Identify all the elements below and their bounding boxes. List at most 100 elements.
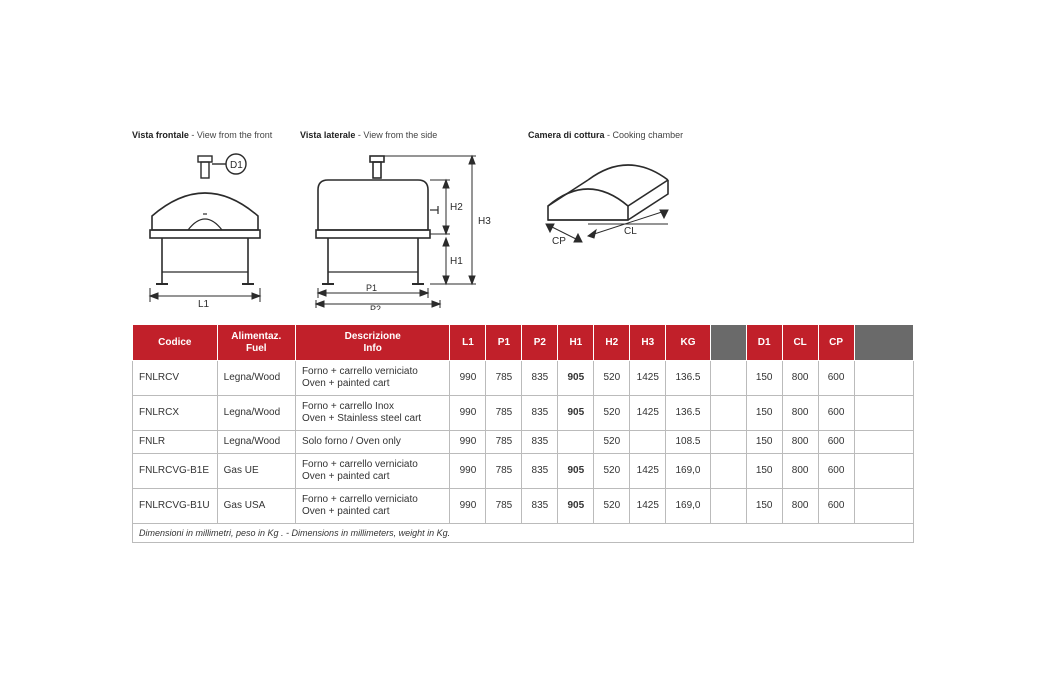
cell-p2: 835 (522, 431, 558, 454)
cell-p1: 785 (486, 396, 522, 431)
table-body: FNLRCVLegna/WoodForno + carrello vernici… (133, 361, 914, 524)
dim-d1: D1 (230, 160, 243, 171)
cell-h1: 905 (558, 361, 594, 396)
cell-d1: 150 (746, 489, 782, 524)
cell-blank2 (854, 454, 913, 489)
cell-p1: 785 (486, 431, 522, 454)
head-h2: H2 (594, 325, 630, 361)
cell-h2: 520 (594, 489, 630, 524)
cell-cp: 600 (818, 489, 854, 524)
cell-p2: 835 (522, 396, 558, 431)
cell-desc: Forno + carrello InoxOven + Stainless st… (295, 396, 450, 431)
head-fuel: Alimentaz.Fuel (217, 325, 295, 361)
cell-l1: 990 (450, 489, 486, 524)
cell-cp: 600 (818, 361, 854, 396)
cell-h1: 905 (558, 489, 594, 524)
cell-blank1 (710, 454, 746, 489)
dim-p1: P1 (366, 283, 377, 293)
cell-d1: 150 (746, 454, 782, 489)
cell-h1: 905 (558, 396, 594, 431)
diagram-side-label: Vista laterale - View from the side (300, 130, 500, 140)
cell-l1: 990 (450, 396, 486, 431)
head-blank1 (710, 325, 746, 361)
cell-blank2 (854, 431, 913, 454)
cell-blank1 (710, 489, 746, 524)
cell-kg: 136.5 (666, 361, 710, 396)
cell-kg: 108.5 (666, 431, 710, 454)
head-code: Codice (133, 325, 218, 361)
cell-h3: 1425 (630, 361, 666, 396)
cell-cp: 600 (818, 431, 854, 454)
label-it: Vista laterale (300, 130, 355, 140)
label-it: Camera di cottura (528, 130, 605, 140)
cell-cp: 600 (818, 454, 854, 489)
table-row: FNLRCVG-B1EGas UEForno + carrello vernic… (133, 454, 914, 489)
table-head: Codice Alimentaz.Fuel DescrizioneInfo L1… (133, 325, 914, 361)
cell-p2: 835 (522, 489, 558, 524)
table-row: FNLRLegna/WoodSolo forno / Oven only9907… (133, 431, 914, 454)
cell-h2: 520 (594, 396, 630, 431)
head-d1: D1 (746, 325, 782, 361)
cell-fuel: Legna/Wood (217, 431, 295, 454)
content-area: Vista frontale - View from the front D1 (132, 130, 914, 543)
dim-h1: H1 (450, 256, 463, 267)
cell-d1: 150 (746, 431, 782, 454)
dim-cl: CL (624, 226, 637, 237)
table-row: FNLRCVG-B1UGas USAForno + carrello verni… (133, 489, 914, 524)
dim-h2: H2 (450, 202, 463, 213)
head-l1: L1 (450, 325, 486, 361)
table-row: FNLRCVLegna/WoodForno + carrello vernici… (133, 361, 914, 396)
cell-h3: 1425 (630, 396, 666, 431)
cell-blank1 (710, 431, 746, 454)
cell-h2: 520 (594, 361, 630, 396)
cell-blank2 (854, 396, 913, 431)
cell-h2: 520 (594, 454, 630, 489)
head-kg: KG (666, 325, 710, 361)
table-row: FNLRCXLegna/WoodForno + carrello InoxOve… (133, 396, 914, 431)
label-it: Vista frontale (132, 130, 189, 140)
cell-blank1 (710, 361, 746, 396)
cell-h3: 1425 (630, 489, 666, 524)
head-p1: P1 (486, 325, 522, 361)
diagram-chamber-label: Camera di cottura - Cooking chamber (528, 130, 708, 140)
side-view-svg: H2 H1 (300, 150, 500, 310)
diagram-front-label: Vista frontale - View from the front (132, 130, 282, 140)
cell-kg: 169,0 (666, 454, 710, 489)
cell-l1: 990 (450, 431, 486, 454)
cell-kg: 136.5 (666, 396, 710, 431)
dim-l1: L1 (198, 299, 210, 310)
cell-fuel: Gas UE (217, 454, 295, 489)
cell-blank2 (854, 489, 913, 524)
spec-table: Codice Alimentaz.Fuel DescrizioneInfo L1… (132, 324, 914, 524)
label-en: Cooking chamber (613, 130, 684, 140)
table-footnote: Dimensioni in millimetri, peso in Kg . -… (132, 524, 914, 543)
cell-code: FNLRCVG-B1E (133, 454, 218, 489)
cell-cl: 800 (782, 396, 818, 431)
cell-cl: 800 (782, 489, 818, 524)
label-en: View from the front (197, 130, 272, 140)
cell-p1: 785 (486, 361, 522, 396)
diagram-side: Vista laterale - View from the side (300, 130, 500, 310)
cell-kg: 169,0 (666, 489, 710, 524)
cell-code: FNLR (133, 431, 218, 454)
cell-code: FNLRCX (133, 396, 218, 431)
dim-cp: CP (552, 236, 566, 247)
spec-sheet: Vista frontale - View from the front D1 (0, 0, 1047, 700)
cell-fuel: Legna/Wood (217, 361, 295, 396)
cell-d1: 150 (746, 361, 782, 396)
head-cp: CP (818, 325, 854, 361)
head-h1: H1 (558, 325, 594, 361)
head-h3: H3 (630, 325, 666, 361)
diagram-front: Vista frontale - View from the front D1 (132, 130, 282, 310)
label-en: View from the side (363, 130, 437, 140)
cell-desc: Forno + carrello verniciatoOven + painte… (295, 361, 450, 396)
cell-blank1 (710, 396, 746, 431)
cell-cp: 600 (818, 396, 854, 431)
cell-h1: 905 (558, 454, 594, 489)
front-view-svg: D1 (132, 150, 282, 310)
cell-cl: 800 (782, 431, 818, 454)
cell-desc: Solo forno / Oven only (295, 431, 450, 454)
cell-code: FNLRCVG-B1U (133, 489, 218, 524)
cell-l1: 990 (450, 454, 486, 489)
cell-d1: 150 (746, 396, 782, 431)
